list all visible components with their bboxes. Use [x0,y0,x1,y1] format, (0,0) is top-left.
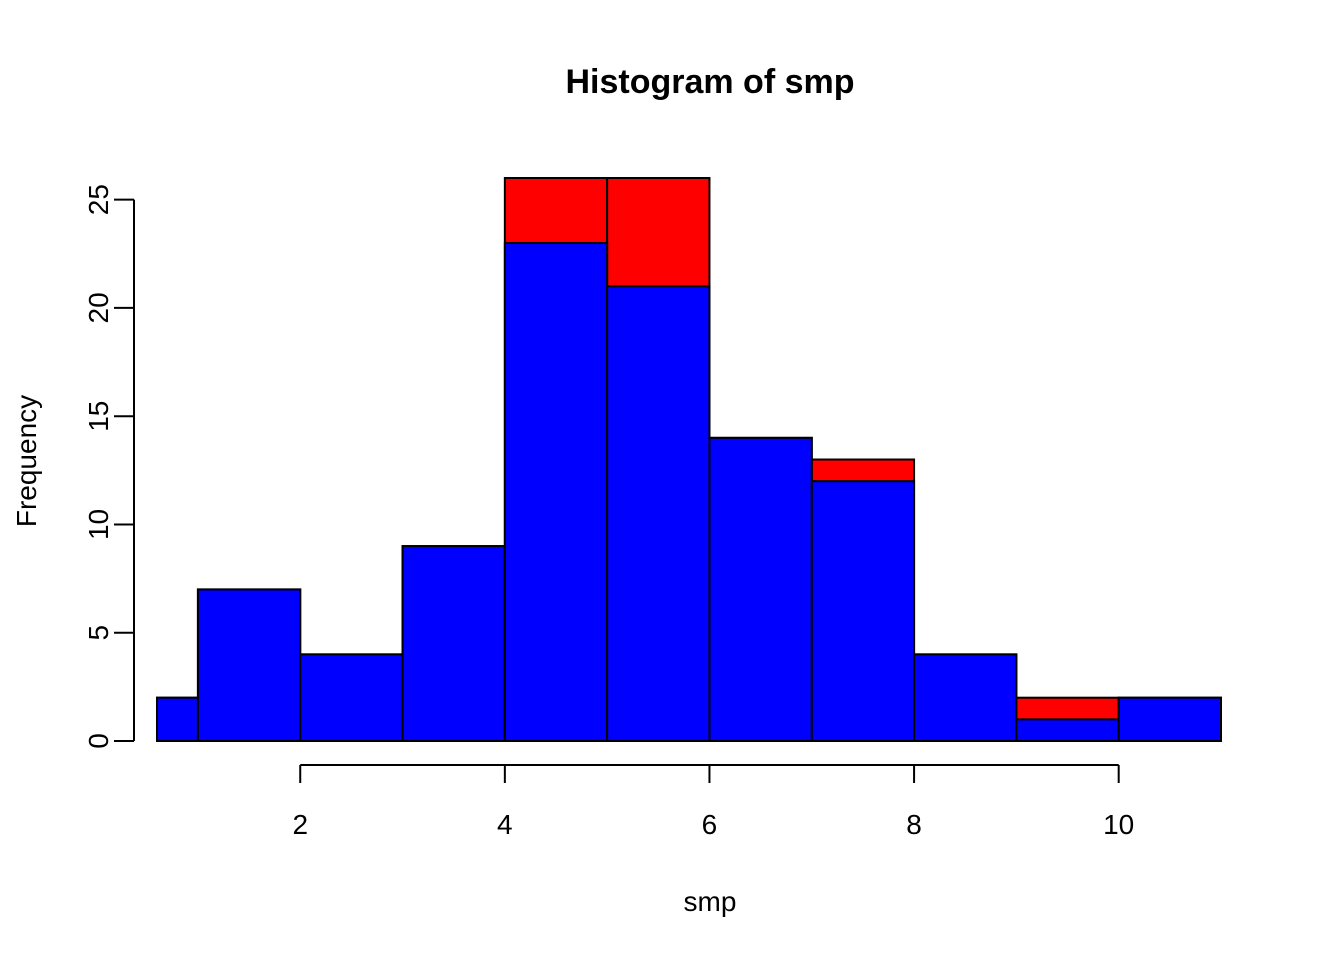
blue-bar-9 [1015,718,1120,742]
blue-bar-6 [708,436,813,742]
x-tick-label-2: 6 [702,809,718,840]
y-tick-label-2: 10 [83,509,114,540]
x-axis-label: smp [684,886,737,917]
x-tick-label-1: 4 [497,809,513,840]
x-tick-label-0: 2 [292,809,308,840]
blue-bar-7 [810,480,916,742]
y-axis-label: Frequency [11,395,42,527]
y-tick-label-1: 5 [83,625,114,641]
y-tick-label-0: 0 [83,733,114,749]
x-tick-label-3: 8 [906,809,922,840]
axes-layer: 2 4 6 8 10 0 5 10 15 20 25 [83,184,1134,840]
y-tick-label-3: 15 [83,401,114,432]
bars-layer [156,177,1222,743]
y-tick-label-5: 25 [83,184,114,215]
blue-bar-2 [299,653,404,743]
blue-bar-0 [156,696,199,743]
blue-bar-8 [913,653,1018,743]
blue-bar-10 [1117,696,1222,743]
blue-bar-4 [503,241,609,742]
y-tick-label-4: 20 [83,292,114,323]
blue-bar-5 [606,285,711,742]
chart-title: Histogram of smp [565,63,854,101]
blue-bar-1 [196,588,302,743]
blue-bar-3 [401,545,506,742]
x-tick-label-4: 10 [1103,809,1134,840]
